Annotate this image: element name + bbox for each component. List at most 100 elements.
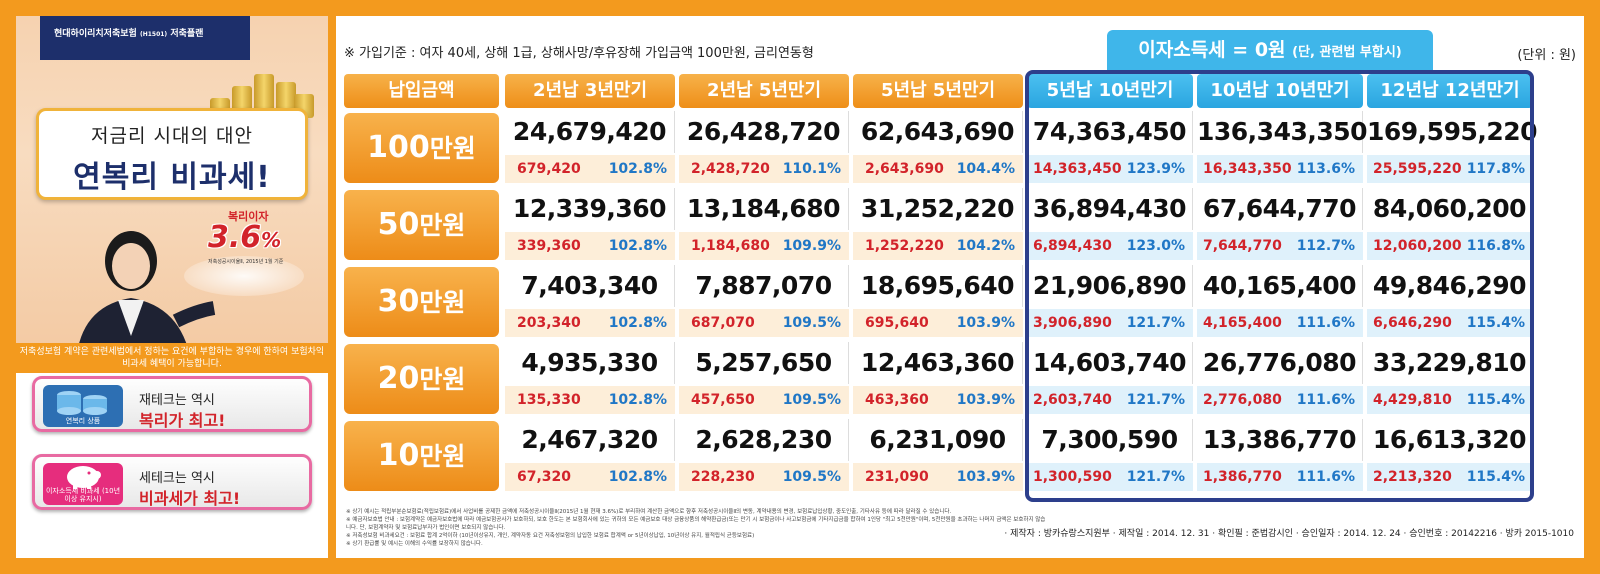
interest-row: 25,595,220 117.8%: [1367, 155, 1533, 183]
interest-row: 4,429,810 115.4%: [1367, 386, 1533, 414]
interest-amount: 463,360: [865, 392, 929, 408]
return-ratio: 109.9%: [782, 238, 841, 254]
row-label-number: 50: [377, 207, 420, 242]
interest-amount: 695,640: [865, 315, 929, 331]
brand-suffix: 저축플랜: [170, 29, 204, 39]
interest-amount: 2,213,320: [1373, 469, 1452, 485]
unit-label: (단위 : 원): [1517, 48, 1576, 63]
rate-note: 저축성공시이율Ⅱ, 2015년 1월 기준: [208, 259, 284, 265]
interest-amount: 14,363,450: [1033, 161, 1122, 177]
interest-row: 3,906,890 121.7%: [1027, 309, 1193, 337]
maturity-value: 6,231,090: [853, 419, 1023, 461]
piggy-bank-icon: 이자소득세 비과세 (10년 이상 유지시): [43, 463, 123, 505]
promo-line1: 세테크는 역시: [139, 471, 215, 486]
return-ratio: 103.9%: [956, 315, 1015, 331]
fineprint-line: ※ 상기 환급률 및 예시는 이해의 수익률 보장하지 않습니다.: [346, 541, 483, 547]
return-ratio: 109.5%: [782, 469, 841, 485]
maturity-value: 84,060,200: [1367, 188, 1533, 230]
maturity-value: 36,894,430: [1027, 188, 1193, 230]
return-ratio: 102.8%: [608, 238, 667, 254]
interest-amount: 2,643,690: [865, 161, 944, 177]
interest-row: 2,213,320 115.4%: [1367, 463, 1533, 491]
interest-row: 231,090 103.9%: [853, 463, 1023, 491]
interest-amount: 1,300,590: [1033, 469, 1112, 485]
interest-row: 67,320 102.8%: [505, 463, 675, 491]
return-table-panel: ※ 가입기준 : 여자 40세, 상해 1급, 상해사망/후유장해 가입금액 1…: [336, 16, 1584, 558]
hand-glow: [184, 256, 304, 296]
column-header: 2년납 3년만기: [505, 74, 675, 108]
coin-stack-icon: [57, 391, 107, 415]
return-ratio: 115.4%: [1466, 392, 1525, 408]
slogan-box: 저금리 시대의 대안 연복리 비과세!: [36, 108, 308, 200]
return-ratio: 115.4%: [1466, 315, 1525, 331]
interest-amount: 2,428,720: [691, 161, 770, 177]
return-ratio: 102.8%: [608, 392, 667, 408]
interest-amount: 3,906,890: [1033, 315, 1112, 331]
brand-name: 현대하이리치저축보험: [54, 29, 137, 39]
row-label-amount: 10만원: [344, 421, 499, 491]
return-ratio: 102.8%: [608, 315, 667, 331]
row-label-number: 100: [367, 130, 430, 165]
interest-amount: 1,184,680: [691, 238, 770, 254]
maturity-value: 2,628,230: [679, 419, 849, 461]
tax-badge: 이자소득세 = 0원 (단, 관련법 부합시): [1107, 30, 1433, 70]
promo-line2: 복리가 최고!: [139, 411, 226, 430]
maturity-value: 21,906,890: [1027, 265, 1193, 307]
promo-tax-free: 이자소득세 비과세 (10년 이상 유지시) 세테크는 역시 비과세가 최고!: [32, 454, 312, 510]
row-label-number: 20: [377, 361, 420, 396]
promo-line1: 재테크는 역시: [139, 393, 215, 408]
interest-row: 463,360 103.9%: [853, 386, 1023, 414]
interest-row: 6,894,430 123.0%: [1027, 232, 1193, 260]
row-label-amount: 50만원: [344, 190, 499, 260]
hero-background: 현대하이리치저축보험 (H1501) 저축플랜 저금리 시대의 대안 연복리 비…: [16, 16, 328, 361]
maturity-value: 12,339,360: [505, 188, 675, 230]
return-ratio: 111.6%: [1296, 469, 1355, 485]
maturity-value: 18,695,640: [853, 265, 1023, 307]
presenter-woman-image: [76, 231, 216, 361]
return-ratio: 116.8%: [1466, 238, 1525, 254]
fineprint-line: ※ 저축성보험 비과세요건 : 보험료 합계 2억이하 (10년이상유지, 개인…: [346, 533, 755, 539]
return-ratio: 109.5%: [782, 315, 841, 331]
row-label-unit: 만원: [419, 442, 466, 471]
return-ratio: 103.9%: [956, 469, 1015, 485]
criteria-note: ※ 가입기준 : 여자 40세, 상해 1급, 상해사망/후유장해 가입금액 1…: [344, 46, 814, 61]
promo-icon-label: 연복리 상품: [65, 417, 101, 425]
interest-row: 1,386,770 111.6%: [1197, 463, 1363, 491]
row-label-unit: 만원: [419, 211, 466, 240]
return-ratio: 117.8%: [1466, 161, 1525, 177]
maturity-value: 169,595,220: [1367, 111, 1538, 153]
slogan-line2: 연복리 비과세!: [73, 160, 271, 195]
interest-row: 679,420 102.8%: [505, 155, 675, 183]
interest-row: 2,776,080 111.6%: [1197, 386, 1363, 414]
row-label-unit: 만원: [419, 288, 466, 317]
column-header: 5년납 10년만기: [1027, 74, 1193, 108]
maturity-value: 74,363,450: [1027, 111, 1193, 153]
maturity-value: 16,613,320: [1367, 419, 1533, 461]
interest-amount: 7,644,770: [1203, 238, 1282, 254]
interest-row: 12,060,200 116.8%: [1367, 232, 1533, 260]
interest-row: 228,230 109.5%: [679, 463, 849, 491]
brand-code: (H1501): [139, 31, 168, 38]
interest-row: 7,644,770 112.7%: [1197, 232, 1363, 260]
return-ratio: 104.4%: [956, 161, 1015, 177]
tax-badge-sub: (단, 관련법 부합시): [1292, 45, 1402, 60]
rate-number: 3.6: [208, 220, 262, 255]
row-label-amount: 20만원: [344, 344, 499, 414]
interest-row: 2,603,740 121.7%: [1027, 386, 1193, 414]
column-header: 5년납 5년만기: [853, 74, 1023, 108]
interest-amount: 2,603,740: [1033, 392, 1112, 408]
rate-value: 3.6%: [208, 220, 281, 255]
row-label-unit: 만원: [419, 365, 466, 394]
interest-amount: 228,230: [691, 469, 755, 485]
interest-row: 1,184,680 109.9%: [679, 232, 849, 260]
row-label-amount: 100만원: [344, 113, 499, 183]
maturity-value: 26,428,720: [679, 111, 849, 153]
interest-row: 135,330 102.8%: [505, 386, 675, 414]
promo-compound-interest: 연복리 상품 재테크는 역시 복리가 최고!: [32, 376, 312, 432]
maturity-value: 24,679,420: [505, 111, 675, 153]
return-ratio: 103.9%: [956, 392, 1015, 408]
brand-tab: 현대하이리치저축보험 (H1501) 저축플랜: [40, 16, 250, 60]
interest-amount: 2,776,080: [1203, 392, 1282, 408]
fineprint-line: ※ 상기 예시는 적립부분순보험료(적립보험료)에서 사업비를 공제한 금액에 …: [346, 509, 952, 515]
row-label-number: 10: [377, 438, 420, 473]
